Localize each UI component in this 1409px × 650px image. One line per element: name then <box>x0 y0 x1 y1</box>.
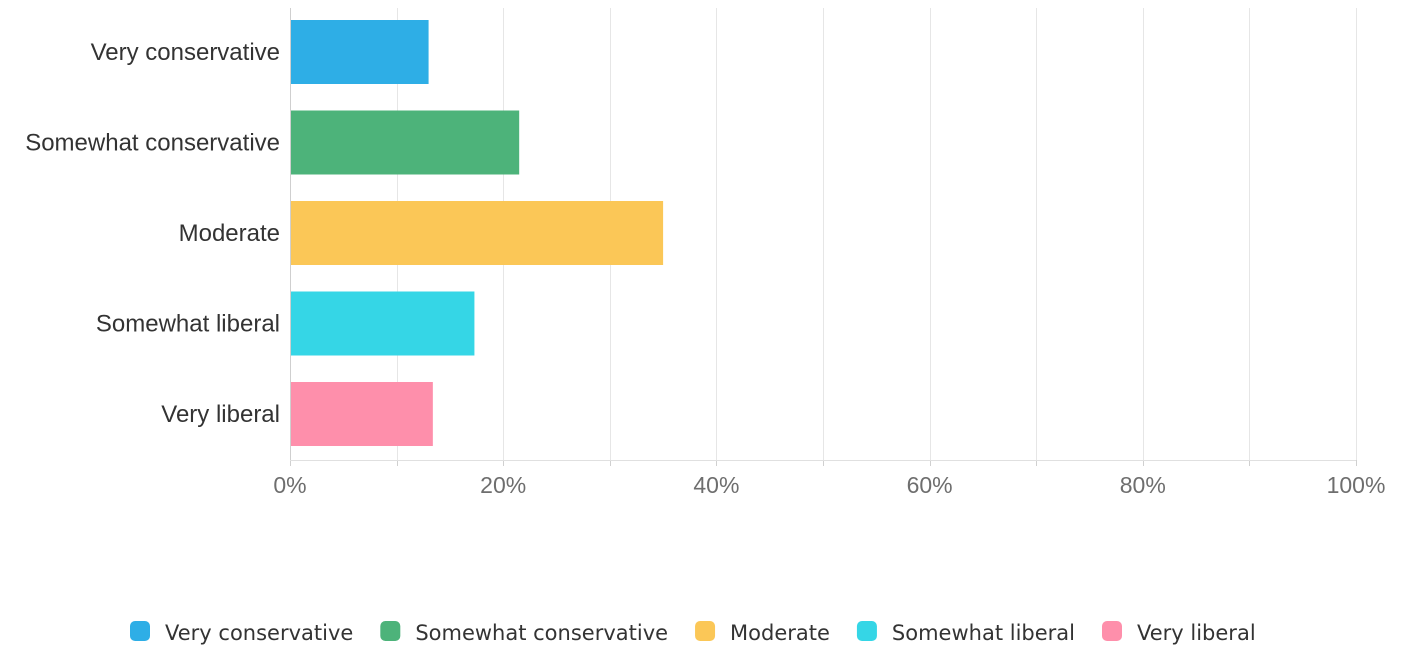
legend-item[interactable]: Somewhat conservative <box>380 621 668 645</box>
legend-swatch <box>695 621 716 641</box>
legend-label: Moderate <box>730 621 830 645</box>
tick-labels: 0% 20% 40% 60% 80% 100% <box>273 472 1385 498</box>
category-label: Moderate <box>179 220 280 247</box>
legend-label: Somewhat liberal <box>892 621 1075 645</box>
legend-swatch <box>380 621 401 641</box>
legend-label: Very conservative <box>165 621 353 645</box>
bar[interactable] <box>290 20 429 84</box>
bar[interactable] <box>290 110 520 175</box>
category-label: Very liberal <box>161 401 280 428</box>
x-tick-label: 0% <box>273 472 306 498</box>
category-label: Somewhat conservative <box>25 130 280 157</box>
bars <box>290 20 664 446</box>
legend-item[interactable]: Moderate <box>695 621 830 645</box>
legend-label: Very liberal <box>1137 621 1256 645</box>
axes <box>290 8 1356 461</box>
grid-lines <box>290 8 1357 466</box>
x-tick-label: 60% <box>907 472 953 498</box>
legend-swatch <box>130 621 150 641</box>
x-tick-label: 20% <box>480 472 526 498</box>
x-tick-label: 100% <box>1327 472 1386 498</box>
category-labels: Very conservative Somewhat conservative Mo… <box>25 39 280 428</box>
legend-label: Somewhat conservative <box>415 621 668 645</box>
legend: Very conservative Somewhat conservative Mo… <box>130 621 1256 645</box>
bar[interactable] <box>290 201 664 265</box>
legend-item[interactable]: Somewhat liberal <box>856 621 1075 645</box>
legend-swatch <box>856 621 877 641</box>
legend-swatch <box>1102 621 1122 641</box>
category-label: Somewhat liberal <box>96 311 280 338</box>
legend-item[interactable]: Very liberal <box>1102 621 1256 645</box>
bar[interactable] <box>290 291 475 356</box>
bar[interactable] <box>290 382 433 446</box>
x-tick-label: 80% <box>1120 472 1166 498</box>
category-label: Very conservative <box>91 39 280 66</box>
x-tick-label: 40% <box>693 472 739 498</box>
legend-item[interactable]: Very conservative <box>130 621 353 645</box>
